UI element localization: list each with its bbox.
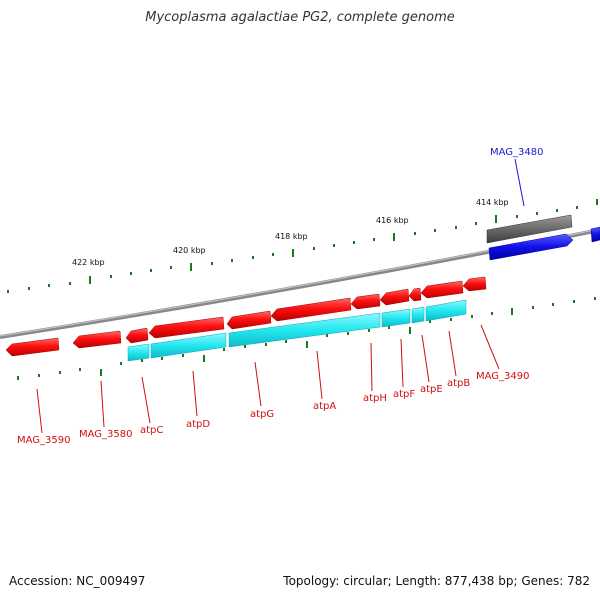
- gene-label-atpD: atpD: [186, 419, 210, 430]
- gene-MAG_3480: [488, 233, 574, 261]
- gene-atpG: [226, 310, 272, 330]
- map-title: Mycoplasma agalactiae PG2, complete geno…: [145, 10, 455, 25]
- gene-atpD: [148, 316, 225, 339]
- cds-bands: [127, 299, 467, 362]
- gene-label-MAG_3480: MAG_3480: [490, 147, 544, 158]
- gene-label-atpG: atpG: [250, 409, 274, 420]
- gene-label-atpF: atpF: [393, 389, 415, 400]
- kbp-label-422: 422 kbp: [72, 258, 105, 267]
- gene-MAG_3590: [5, 337, 60, 357]
- gene-label-MAG_3590: MAG_3590: [17, 435, 71, 446]
- gene-MAG_3580: [72, 330, 122, 349]
- gene-grey-forward: [486, 214, 573, 244]
- gene-label-atpC: atpC: [140, 425, 163, 436]
- kbp-label-418: 418 kbp: [275, 232, 308, 241]
- gene-atpA: [270, 297, 352, 322]
- topology-text: Topology: circular; Length: 877,438 bp; …: [283, 574, 590, 588]
- gene-label-MAG_3490: MAG_3490: [476, 371, 530, 382]
- reverse-genes: [5, 276, 487, 357]
- tick-row-lower: [17, 297, 596, 380]
- kbp-label-416: 416 kbp: [376, 216, 409, 225]
- gene-label-atpH: atpH: [363, 393, 387, 404]
- gene-label-atpB: atpB: [447, 378, 470, 389]
- reverse-label-leaders: [36, 324, 500, 434]
- tick-row-upper: [7, 199, 598, 293]
- gene-label-atpA: atpA: [313, 401, 336, 412]
- gene-atpB: [420, 280, 464, 299]
- forward-label-leader: [514, 158, 525, 207]
- gene-atpC: [125, 327, 149, 344]
- gene-label-atpE: atpE: [420, 384, 443, 395]
- gene-label-MAG_3580: MAG_3580: [79, 429, 133, 440]
- kbp-label-414: 414 kbp: [476, 198, 509, 207]
- gene-atpF: [379, 288, 410, 306]
- gene-atpE: [408, 287, 422, 302]
- gene-MAG_3490: [462, 276, 487, 292]
- gene-atpH: [350, 293, 381, 310]
- gene-forward-partial: [590, 226, 600, 243]
- accession-text: Accession: NC_009497: [9, 574, 146, 588]
- kbp-label-420: 420 kbp: [173, 246, 206, 255]
